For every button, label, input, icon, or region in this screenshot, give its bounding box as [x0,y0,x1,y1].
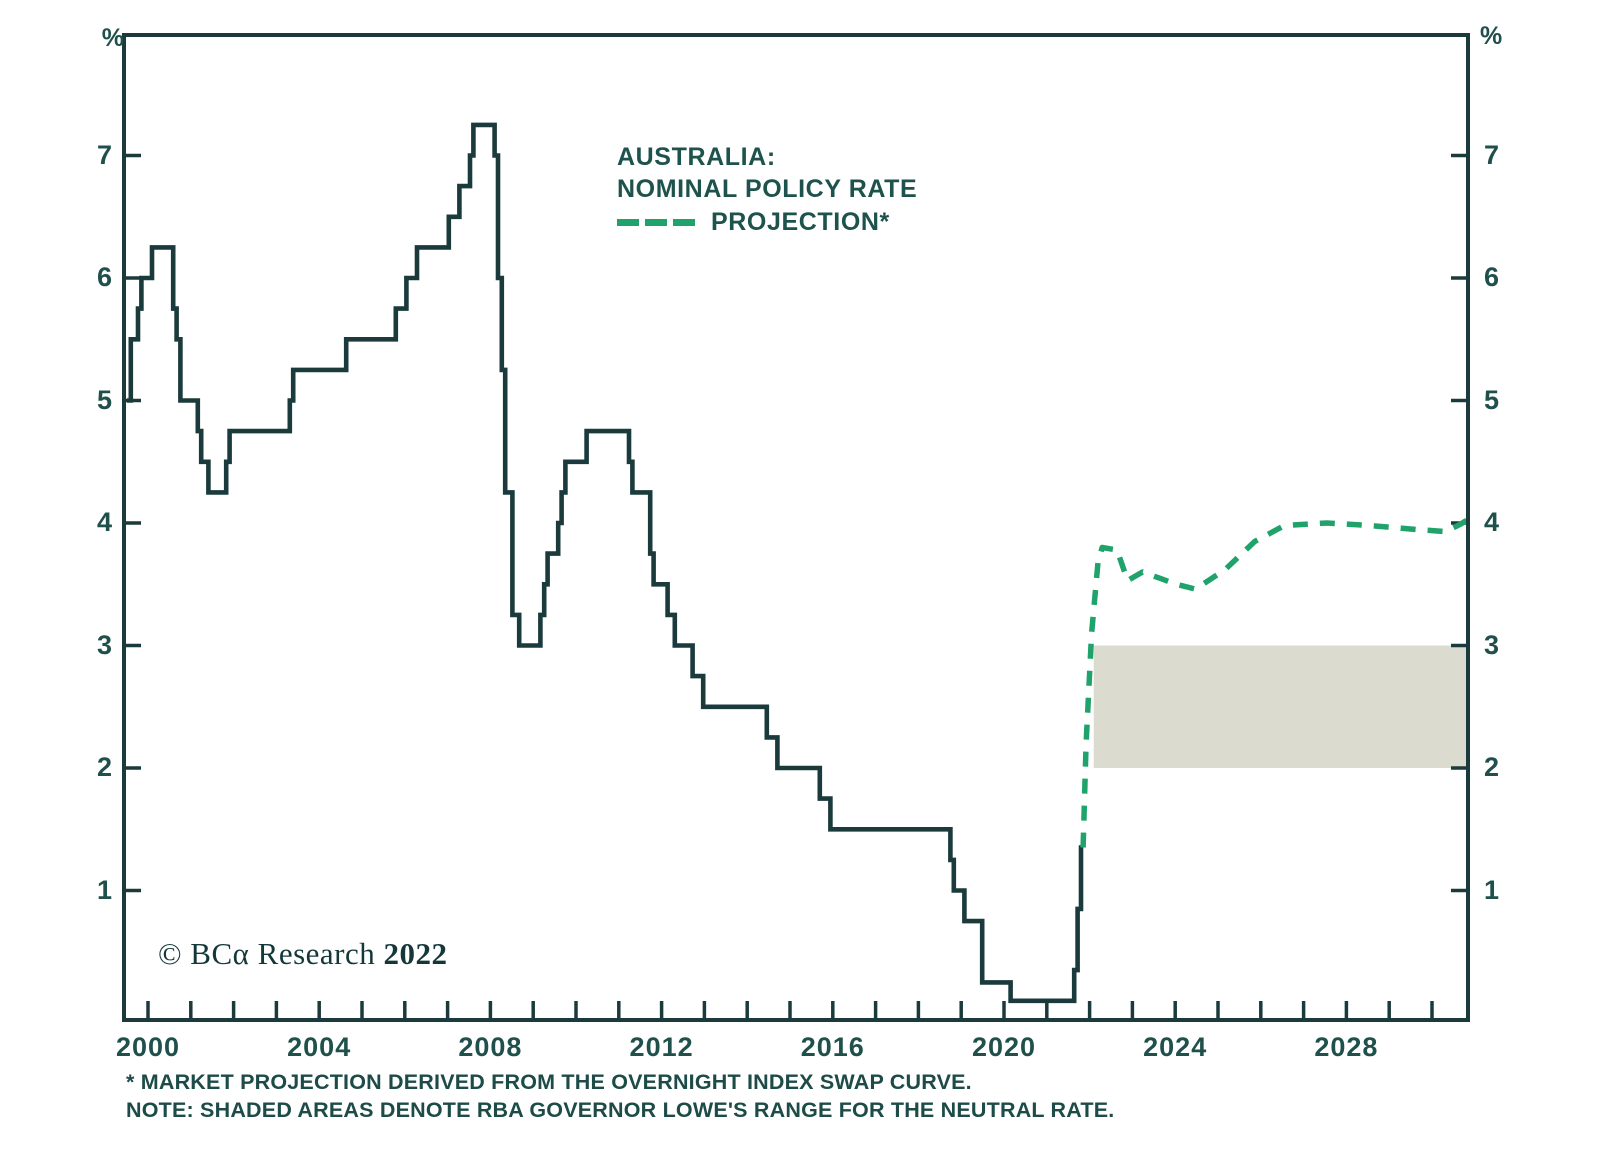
y-axis-tick-label-left: 1 [96,874,112,905]
y-axis-tick-label-right: 2 [1484,752,1500,782]
y-axis-tick-label-right: 5 [1484,384,1500,415]
x-axis-tick-label: 2016 [800,1032,865,1062]
x-axis-tick-label: 2020 [971,1032,1037,1062]
x-axis-tick-label: 2028 [1314,1032,1379,1062]
x-axis-tick-label: 2000 [115,1032,181,1062]
y-axis-tick-label-right: 3 [1484,629,1500,660]
y-axis-tick-label-left: 4 [96,507,112,537]
footnotes: * MARKET PROJECTION DERIVED FROM THE OVE… [126,1068,1114,1124]
x-axis-tick-label: 2012 [629,1032,694,1062]
footnote-shaded-area-note: NOTE: SHADED AREAS DENOTE RBA GOVERNOR L… [126,1098,1115,1122]
y-axis-unit-right: % [1480,22,1503,50]
legend-projection-row: PROJECTION* [617,206,917,238]
y-axis-tick-label-left: 7 [96,139,112,170]
y-axis-tick-label-left: 6 [96,262,112,292]
x-axis-tick-label: 2008 [458,1032,523,1062]
legend: AUSTRALIA: NOMINAL POLICY RATE PROJECTIO… [617,141,917,238]
y-axis-tick-label-right: 6 [1484,262,1500,292]
y-axis-tick-label-right: 1 [1484,874,1500,905]
x-axis-tick-label: 2004 [287,1032,352,1062]
y-axis-tick-label-left: 3 [96,629,112,660]
y-axis-unit-left: % [101,24,124,52]
x-axis-tick-label: 2024 [1143,1032,1208,1062]
chart-title-line-1: AUSTRALIA: [617,143,776,171]
neutral-rate-band [1093,645,1469,768]
policy-rate-line [127,122,1084,1004]
copyright: © BCα Research 2022 [158,936,448,972]
y-axis-tick-label-right: 4 [1484,507,1500,537]
copyright-year: 2022 [383,936,448,971]
legend-projection-label: PROJECTION* [711,208,890,236]
footnote-projection-source: * MARKET PROJECTION DERIVED FROM THE OVE… [126,1070,972,1094]
y-axis-tick-label-right: 7 [1484,139,1500,170]
projection-line [1080,516,1470,848]
y-axis-tick-label-left: 2 [96,752,112,782]
y-axis-tick-label-left: 5 [96,384,112,415]
chart-title-line-2: NOMINAL POLICY RATE [617,175,918,203]
copyright-text: © BCα Research [158,936,384,971]
plot-frame [122,33,1470,1022]
projection-dash-swatch [617,218,695,226]
